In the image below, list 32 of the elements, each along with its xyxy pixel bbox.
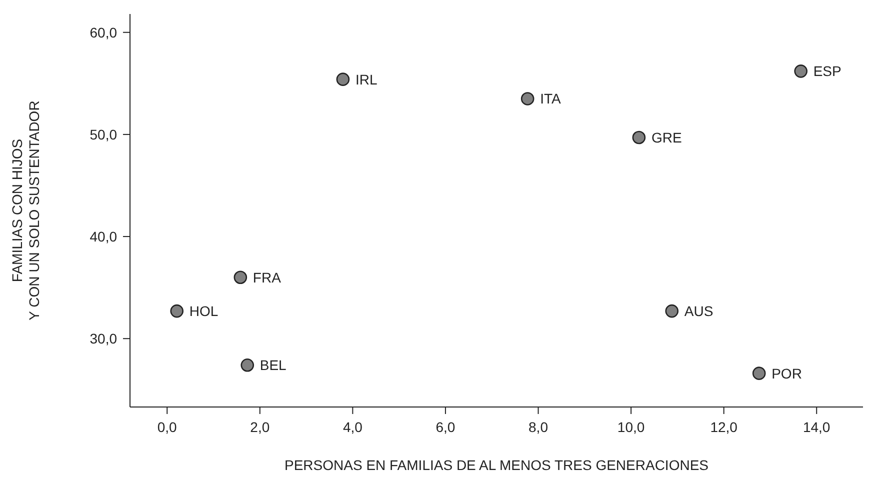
- point: [520, 92, 534, 106]
- x-tick-label: 12,0: [710, 418, 738, 435]
- data-label: POR: [772, 365, 802, 382]
- data-label: HOL: [189, 303, 218, 320]
- data-label: GRE: [651, 129, 682, 146]
- x-tick-label: 2,0: [250, 418, 270, 435]
- point: [794, 64, 808, 78]
- point: [632, 130, 646, 144]
- y-tick-label: 40,0: [90, 228, 118, 244]
- data-label: IRL: [355, 71, 378, 88]
- y-tick-label: 50,0: [90, 126, 118, 142]
- point: [234, 270, 248, 284]
- x-axis-title: PERSONAS EN FAMILIAS DE AL MENOS TRES GENERACIONES: [284, 457, 708, 473]
- point: [665, 304, 679, 318]
- x-tick-label: 4,0: [342, 418, 363, 435]
- data-label: AUS: [684, 303, 714, 320]
- y-axis-title: FAMILIAS CON HIJOS Y CON UN SOLO SUSTENTADOR: [9, 100, 42, 320]
- x-tick-label: 6,0: [436, 418, 456, 435]
- data-label: ESP: [813, 63, 842, 80]
- data-label: ITA: [540, 90, 562, 107]
- x-tick-label: 14,0: [802, 418, 830, 435]
- x-tick-label: 0,0: [157, 418, 178, 435]
- y-tick-label: 30,0: [90, 330, 118, 347]
- x-tick-label: 8,0: [528, 418, 548, 435]
- data-label: FRA: [252, 269, 282, 286]
- y-tick-label: 60,0: [90, 24, 118, 40]
- x-tick-label: 10,0: [617, 418, 645, 435]
- data-label: BEL: [260, 357, 287, 374]
- point: [170, 304, 184, 318]
- point: [336, 72, 350, 86]
- point: [240, 358, 254, 372]
- point: [752, 366, 766, 380]
